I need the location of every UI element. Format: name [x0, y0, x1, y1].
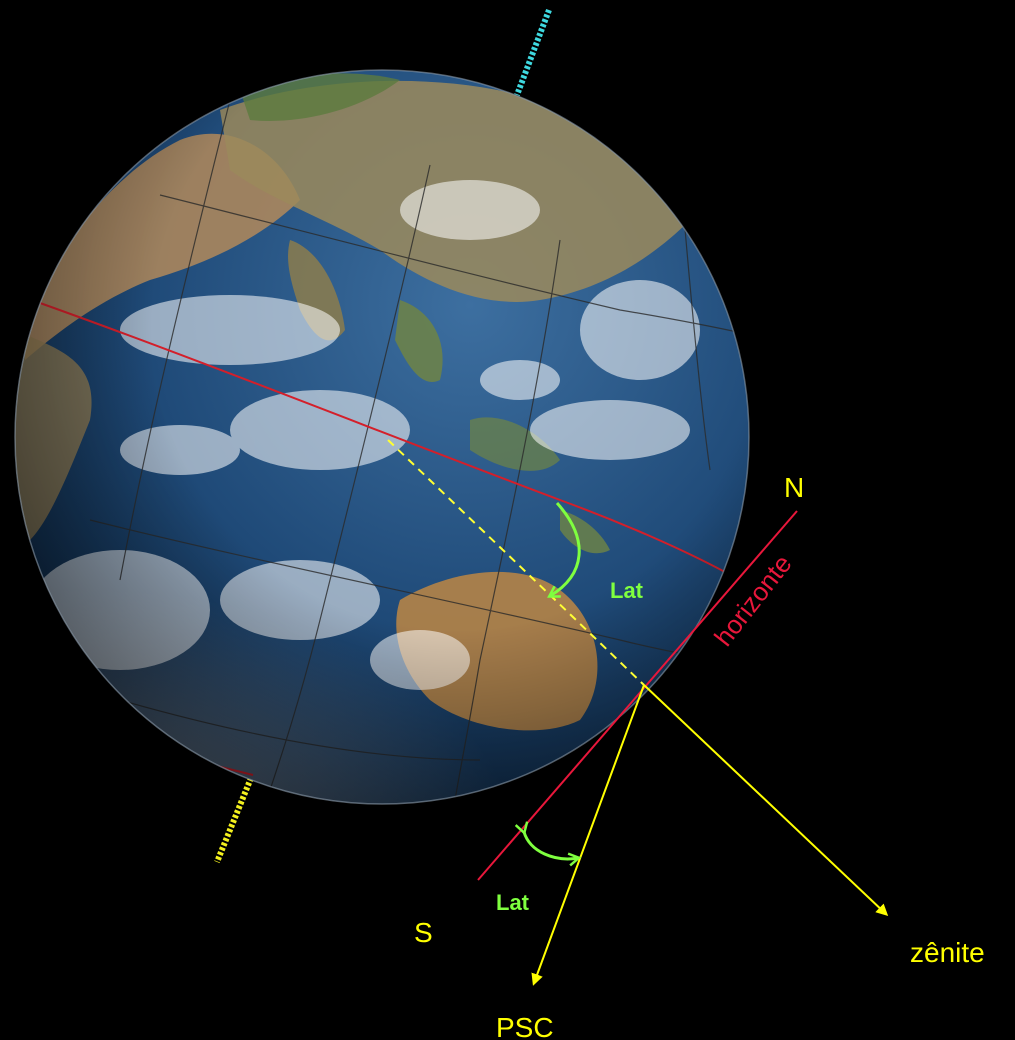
- zenith-label: zênite: [910, 937, 985, 968]
- globe-earth-icon: [14, 69, 750, 805]
- north-label: N: [784, 472, 804, 503]
- arrow-psc-icon: [531, 684, 645, 986]
- latitude-radius-line: [387, 439, 645, 686]
- latitude-label-horizon: Lat: [496, 890, 530, 915]
- latitude-angle-arc-icon: [524, 832, 578, 859]
- latitude-arc-icon: [550, 502, 581, 596]
- psc-label: PSC: [496, 1012, 554, 1040]
- horizon-line: [477, 510, 798, 881]
- north-axis-stub-icon: [514, 8, 552, 97]
- latitude-label-globe: Lat: [610, 578, 644, 603]
- south-axis-stub-icon: [214, 776, 254, 864]
- south-label: S: [414, 917, 433, 948]
- arrow-zenith-icon: [643, 684, 889, 917]
